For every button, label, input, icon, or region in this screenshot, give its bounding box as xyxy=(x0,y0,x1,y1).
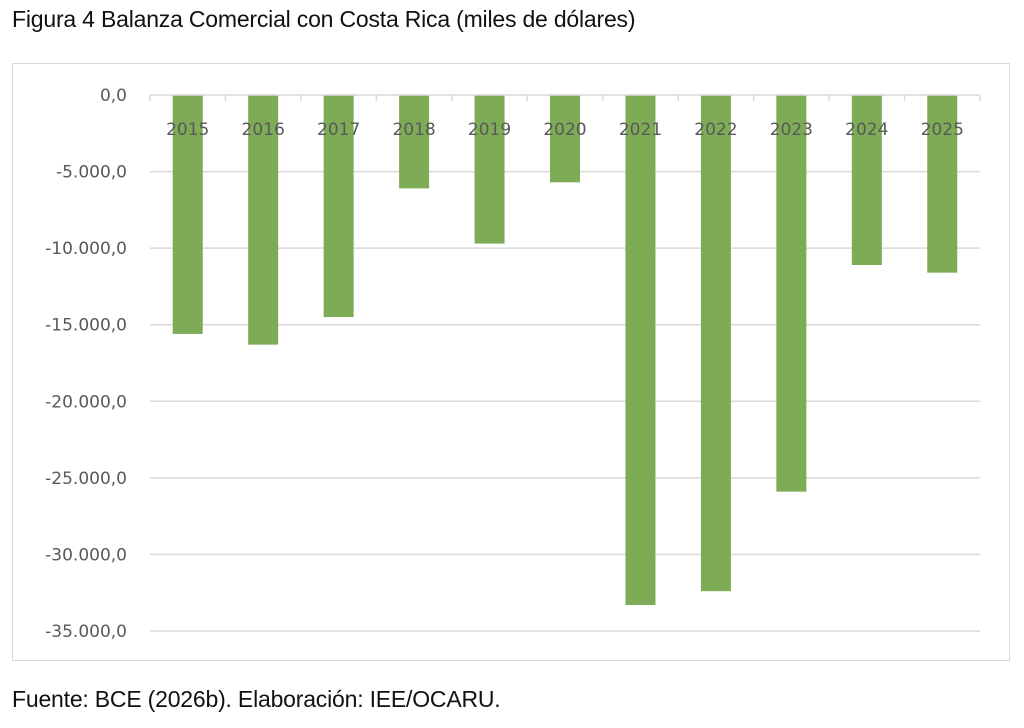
x-axis xyxy=(149,94,981,101)
bar-2025 xyxy=(927,95,958,273)
x-tick-labels: 2015 2016 2017 2018 2019 2020 2021 2022 2023 2024… xyxy=(166,120,964,140)
y-tick-labels: 0,0 -5.000,0 -10.000,0 -15.000,0 -20.000,0 -2… xyxy=(45,86,127,642)
x-tick-label: 2024 xyxy=(845,120,888,140)
bar-2017 xyxy=(323,95,354,318)
source-note: Fuente: BCE (2026b). Elaboración: IEE/OC… xyxy=(12,686,501,712)
bar-2022 xyxy=(700,95,731,592)
bar-2023 xyxy=(776,95,807,492)
gridlines xyxy=(150,170,980,632)
y-tick-label: -15.000,0 xyxy=(45,316,127,336)
y-tick-label: 0,0 xyxy=(100,86,127,106)
bar-2020 xyxy=(550,95,580,183)
x-tick-label: 2022 xyxy=(694,120,737,140)
y-tick-label: -30.000,0 xyxy=(45,545,127,565)
x-tick-label: 2020 xyxy=(543,120,586,140)
x-tick-label: 2023 xyxy=(770,120,813,140)
y-tick-label: -35.000,0 xyxy=(45,622,127,642)
x-tick-label: 2021 xyxy=(619,120,662,140)
bar-2018 xyxy=(399,95,430,189)
y-tick-label: -20.000,0 xyxy=(45,392,127,412)
x-tick-label: 2019 xyxy=(468,120,511,140)
y-tick-label: -5.000,0 xyxy=(56,163,127,183)
bar-2015 xyxy=(172,95,203,334)
y-tick-label: -25.000,0 xyxy=(45,469,127,489)
x-tick-label: 2018 xyxy=(392,120,435,140)
bar-2021 xyxy=(625,95,656,605)
bar-2019 xyxy=(474,95,505,244)
x-tick-label: 2017 xyxy=(317,120,360,140)
bars xyxy=(172,95,958,605)
y-tick-label: -10.000,0 xyxy=(45,239,127,259)
figure-title: Figura 4 Balanza Comercial con Costa Ric… xyxy=(12,6,636,32)
x-tick-label: 2015 xyxy=(166,120,209,140)
bar-2016 xyxy=(248,95,279,345)
bar-2024 xyxy=(851,95,882,265)
x-tick-label: 2025 xyxy=(921,120,964,140)
x-tick-label: 2016 xyxy=(242,120,285,140)
